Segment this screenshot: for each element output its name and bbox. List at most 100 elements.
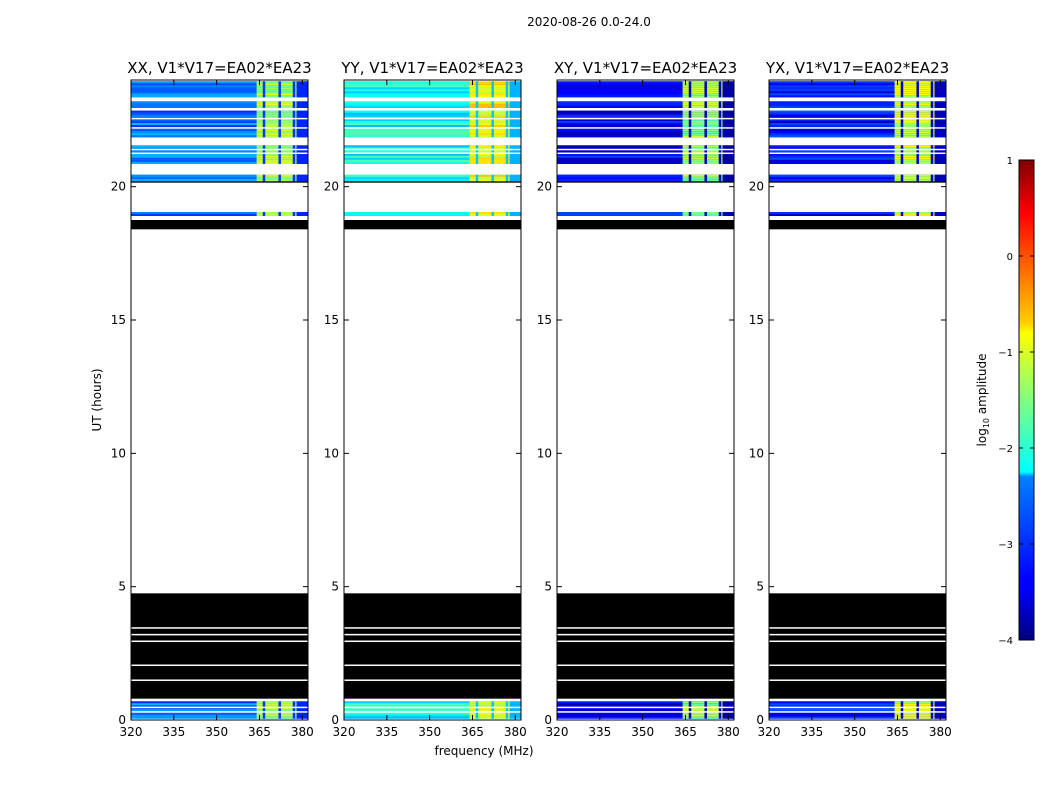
data-row-tail	[509, 110, 521, 138]
rfi-channel-gap	[505, 701, 509, 719]
rfi-band-cell	[469, 131, 510, 134]
white-gap	[131, 633, 308, 636]
texture-stripe	[131, 118, 257, 121]
texture-stripe	[769, 174, 895, 177]
panel-3: XY, V1*V17=EA02*EA23 320 335 350 365 380 0 5 10 1…	[537, 59, 740, 739]
rfi-channel-gap	[475, 110, 479, 138]
texture-stripe	[344, 120, 470, 123]
flagged-line	[344, 224, 521, 227]
rfi-band-cell	[469, 112, 510, 115]
texture-stripe	[131, 176, 257, 180]
rfi-band-cell	[682, 149, 723, 152]
texture-stripe	[344, 174, 470, 177]
texture-stripe	[344, 133, 470, 136]
rfi-channel-gap	[278, 174, 281, 182]
texture-stripe	[557, 131, 683, 134]
rfi-channel-gap	[688, 174, 692, 182]
rfi-band-cell	[469, 81, 510, 84]
rfi-band-cell	[469, 95, 510, 98]
texture-stripe	[769, 716, 895, 719]
texture-stripe	[769, 118, 895, 121]
texture-stripe	[557, 85, 683, 88]
white-gap	[344, 664, 521, 667]
rfi-band-cell	[894, 93, 935, 96]
rfi-band-cell	[894, 120, 935, 123]
rfi-band-cell	[256, 133, 297, 136]
rfi-channel-gap	[475, 212, 479, 216]
panel-4: YX, V1*V17=EA02*EA23 320 335 350 365 380 0 5 10 1…	[749, 59, 952, 739]
texture-stripe	[557, 125, 683, 128]
x-tick-label: 365	[886, 725, 909, 739]
white-gap	[344, 627, 521, 629]
texture-stripe	[344, 135, 470, 138]
flagged-block	[557, 593, 734, 699]
y-tick-label: 15	[749, 313, 764, 327]
texture-stripe	[131, 81, 257, 84]
white-gap	[131, 664, 308, 667]
x-tick-label: 335	[588, 725, 611, 739]
rfi-band-cell	[469, 125, 510, 128]
texture-stripe	[344, 95, 470, 98]
white-gap	[131, 117, 308, 120]
x-tick-label: 320	[546, 725, 569, 739]
texture-stripe	[557, 214, 683, 216]
texture-stripe	[131, 93, 257, 96]
rfi-channel-gap	[505, 101, 509, 108]
figure-suptitle: 2020-08-26 0.0-24.0	[527, 15, 651, 29]
y-tick-label: 10	[324, 446, 339, 460]
rfi-band-cell	[894, 95, 935, 98]
rfi-channel-gap	[718, 110, 722, 138]
white-gap	[557, 706, 734, 709]
white-gap	[557, 640, 734, 643]
rfi-band-cell	[894, 135, 935, 138]
rfi-band-cell	[256, 87, 297, 90]
rfi-band-cell	[256, 709, 297, 711]
white-gap	[131, 627, 308, 629]
rfi-band-cell	[894, 701, 935, 704]
white-gap	[557, 117, 734, 120]
rfi-band-cell	[682, 212, 723, 214]
texture-stripe	[131, 705, 257, 708]
texture-stripe	[769, 87, 895, 90]
rfi-band-cell	[469, 118, 510, 121]
texture-stripe	[344, 709, 470, 711]
rfi-band-cell	[256, 120, 297, 123]
rfi-band-cell	[894, 159, 935, 162]
texture-stripe	[557, 157, 683, 160]
texture-stripe	[344, 705, 470, 708]
rfi-band-cell	[894, 712, 935, 715]
rfi-channel-gap	[688, 145, 692, 164]
rfi-band-cell	[682, 93, 723, 96]
flagged-line	[344, 221, 521, 224]
rfi-band-cell	[469, 135, 510, 138]
rfi-channel-gap	[262, 145, 266, 164]
rfi-band-cell	[894, 118, 935, 121]
rfi-channel-gap	[900, 110, 904, 138]
rfi-band-cell	[894, 81, 935, 84]
y-tick-label: 20	[111, 180, 126, 194]
rfi-band-cell	[469, 149, 510, 152]
rfi-channel-gap	[491, 212, 494, 216]
texture-stripe	[131, 153, 257, 156]
texture-stripe	[344, 103, 470, 106]
white-gap	[557, 633, 734, 636]
texture-stripe	[344, 89, 470, 92]
texture-stripe	[769, 153, 895, 156]
white-gap	[769, 640, 946, 643]
x-tick-label: 380	[717, 725, 740, 739]
rfi-band-cell	[682, 118, 723, 121]
texture-stripe	[557, 103, 683, 106]
rfi-band-cell	[256, 116, 297, 119]
rfi-channel-gap	[475, 81, 479, 98]
rfi-band-cell	[894, 145, 935, 148]
rfi-band-cell	[469, 214, 510, 216]
y-tick-label: 5	[544, 580, 552, 594]
x-tick-label: 335	[162, 725, 185, 739]
y-tick-label: 10	[537, 446, 552, 460]
rfi-band-cell	[256, 93, 297, 96]
rfi-band-cell	[894, 122, 935, 126]
data-row-tail	[296, 81, 308, 98]
white-gap	[769, 633, 946, 636]
texture-stripe	[131, 120, 257, 123]
panel-frame	[130, 79, 309, 721]
